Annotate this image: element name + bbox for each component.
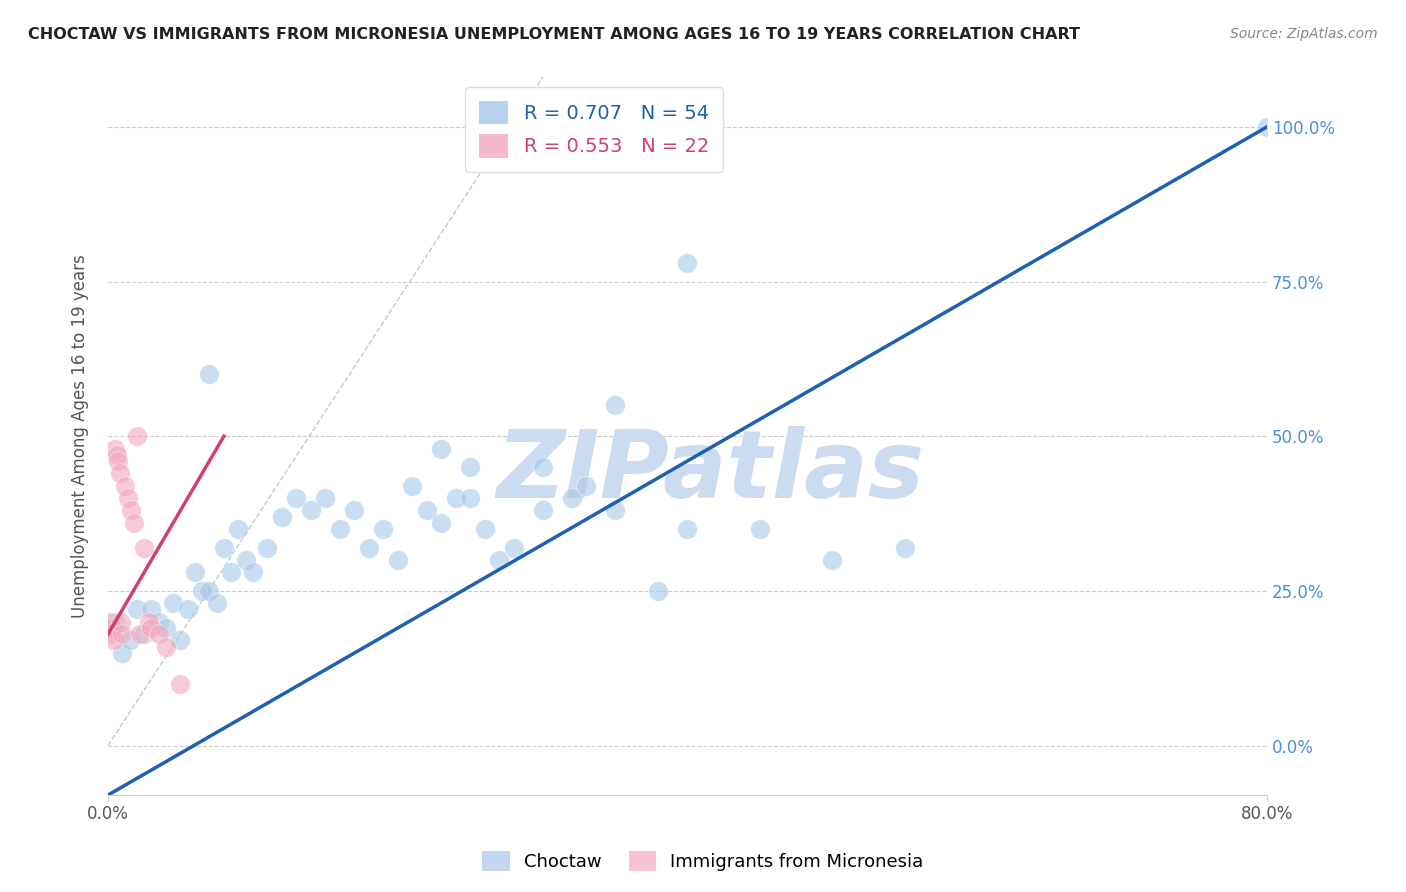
Point [235,553,257,567]
Point [111,646,134,660]
Point [242,566,264,580]
Point [176,602,198,616]
Point [270,509,292,524]
Point [458,491,481,505]
Point [387,553,409,567]
Point [125,429,148,443]
Point [104,615,127,629]
Point [603,503,626,517]
Point [430,516,453,530]
Point [1256,120,1278,134]
Point [120,503,142,517]
Point [110,615,132,629]
Point [134,627,156,641]
Legend: Choctaw, Immigrants from Micronesia: Choctaw, Immigrants from Micronesia [475,844,931,879]
Point [357,541,380,555]
Point [647,583,669,598]
Point [141,602,163,616]
Point [125,602,148,616]
Point [343,503,366,517]
Point [219,566,242,580]
Point [285,491,308,505]
Point [561,491,583,505]
Point [228,522,250,536]
Point [314,491,336,505]
Point [134,541,156,555]
Legend: R = 0.707   N = 54, R = 0.553   N = 22: R = 0.707 N = 54, R = 0.553 N = 22 [465,87,723,171]
Point [118,633,141,648]
Point [198,368,221,382]
Point [184,566,207,580]
Point [205,596,228,610]
Text: CHOCTAW VS IMMIGRANTS FROM MICRONESIA UNEMPLOYMENT AMONG AGES 16 TO 19 YEARS COR: CHOCTAW VS IMMIGRANTS FROM MICRONESIA UN… [28,27,1080,42]
Point [148,615,170,629]
Point [401,479,423,493]
Point [108,467,131,481]
Point [603,398,626,412]
Point [105,448,128,462]
Point [198,583,221,598]
Point [676,522,699,536]
Point [162,596,184,610]
Point [191,583,214,598]
Y-axis label: Unemployment Among Ages 16 to 19 years: Unemployment Among Ages 16 to 19 years [72,254,89,618]
Point [488,553,510,567]
Point [98,615,121,629]
Point [430,442,453,456]
Point [531,503,554,517]
Point [128,627,150,641]
Point [329,522,352,536]
Point [155,640,177,654]
Point [111,627,134,641]
Point [114,479,136,493]
Point [155,621,177,635]
Point [148,627,170,641]
Point [474,522,496,536]
Point [169,633,191,648]
Point [415,503,437,517]
Point [103,633,125,648]
Point [444,491,467,505]
Text: ZIPatlas: ZIPatlas [496,426,925,518]
Point [373,522,395,536]
Point [575,479,598,493]
Point [101,621,124,635]
Point [458,460,481,475]
Point [107,454,129,468]
Point [676,256,699,270]
Point [748,522,770,536]
Text: Source: ZipAtlas.com: Source: ZipAtlas.com [1230,27,1378,41]
Point [502,541,524,555]
Point [821,553,844,567]
Point [122,516,145,530]
Point [531,460,554,475]
Point [893,541,915,555]
Point [169,676,191,690]
Point [299,503,322,517]
Point [117,491,139,505]
Point [212,541,235,555]
Point [141,621,163,635]
Point [138,615,160,629]
Point [100,627,122,641]
Point [256,541,278,555]
Point [104,442,127,456]
